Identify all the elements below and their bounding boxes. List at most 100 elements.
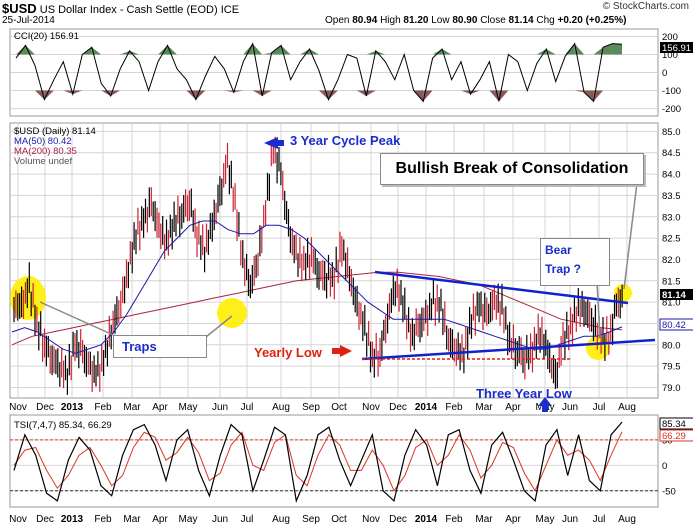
cci-overbought-fill [442,49,452,55]
price-x-tick-label: Apr [152,402,168,413]
price-tick-label: 79.0 [662,383,681,394]
tsi-last-label: 85.34 [662,419,686,430]
price-x-tick-label: Apr [505,402,521,413]
cci-oversold-fill [366,90,376,96]
price-x-tick-label: 2014 [415,402,438,413]
cci-oversold-fill [498,90,509,102]
cci-oversold-fill [461,90,471,95]
support-trendline [361,338,656,361]
ohlc-stats: Open 80.94 High 81.20 Low 80.90 Close 81… [325,15,626,26]
price-x-tick-label: Mar [123,402,141,413]
tsi-x-tick-label: Jul [593,514,606,525]
cci-oversold-fill [328,90,338,100]
price-tick-label: 84.0 [662,170,681,181]
instrument-name: US Dollar Index - Cash Settle (EOD) [39,4,218,16]
cycle-peak-arrow-icon [278,140,284,146]
price-x-tick-label: Sep [302,402,320,413]
tsi-x-tick-label: May [179,514,198,525]
brand-watermark: © StockCharts.com [602,1,689,12]
cci-overbought-fill [432,49,443,55]
bullish-break-connector [623,182,638,290]
price-x-tick-label: Feb [94,402,112,413]
price-x-tick-label: Feb [445,402,463,413]
cci-oversold-fill [574,90,585,93]
price-x-tick-label: Nov [362,402,380,413]
price-last-label: 81.14 [662,290,686,301]
ma50-line [11,220,623,354]
cci-oversold-fill [233,90,244,93]
cci-overbought-fill [593,47,604,55]
cci-oversold-fill [252,90,263,96]
price-x-tick-label: Dec [36,402,54,413]
cci-overbought-fill [91,47,102,55]
three-year-low-arrow-icon [542,405,548,412]
yearly-low-label: Yearly Low [254,345,322,360]
chg-value: +0.20 (+0.25%) [557,15,627,26]
tsi-x-tick-label: Mar [123,514,141,525]
price-tick-label: 82.0 [662,255,681,266]
price-x-tick-label: Jul [593,402,606,413]
cci-oversold-fill [186,90,196,100]
cci-oversold-fill [101,90,111,96]
close-value: 81.14 [508,15,534,26]
exchange: ICE [220,4,240,16]
cci-overbought-fill [243,43,253,55]
price-x-tick-label: Dec [389,402,407,413]
cci-oversold-fill [72,90,83,95]
price-x-tick-label: Oct [331,402,347,413]
cci-overbought-fill [16,45,26,55]
open-label: Open [325,15,350,26]
cci-overbought-fill [366,50,376,55]
bear-trap-label: Bear Trap ? [540,238,610,286]
cci-legend: CCI(20) 156.91 [14,31,79,42]
price-x-tick-label: Aug [272,402,290,413]
symbol: $USD [2,1,37,16]
price-last-box [660,289,693,300]
price-x-tick-label: May [179,402,198,413]
tsi-x-tick-label: Jul [241,514,254,525]
cci-tick-label: 100 [662,50,678,61]
ma50-last-box [659,318,693,331]
close-label: Close [480,15,506,26]
tsi-x-tick-label: Aug [272,514,290,525]
bear-trap-connector [596,281,601,339]
cci-oversold-fill [63,90,73,95]
cci-tick-label: 0 [662,68,667,79]
cci-overbought-fill [574,43,585,55]
cci-overbought-fill [120,50,130,55]
cci-tick-label: -100 [662,86,681,97]
tsi-signal-last-label: 66.29 [662,431,686,442]
tsi-x-tick-label: Feb [445,514,463,525]
tsi-x-tick-label: Apr [505,514,521,525]
cci-overbought-fill [158,45,168,55]
cci-overbought-fill [309,49,319,55]
cci-oversold-fill [224,90,234,93]
yearly-low-arrow-icon [332,348,340,354]
tsi-x-tick-label: Nov [362,514,380,525]
tsi-x-tick-label: Jun [562,514,578,525]
cci-tick-label: 200 [662,32,678,43]
price-tick-label: 79.5 [662,362,681,373]
price-legend-entry: MA(200) 80.35 [14,146,77,157]
price-tick-label: 81.5 [662,276,681,287]
three-year-low-label: Three Year Low [476,386,572,401]
tsi-signal-last-box [659,429,693,442]
bullish-break-label: Bullish Break of Consolidation [380,153,644,185]
tsi-x-tick-label: Oct [331,514,347,525]
tsi-x-tick-label: Mar [475,514,493,525]
price-x-tick-label: Jun [562,402,578,413]
tsi-x-tick-label: Dec [389,514,407,525]
trap-highlight-circle [217,298,247,328]
tsi-x-tick-label: Aug [618,514,636,525]
tsi-x-tick-label: Jun [212,514,228,525]
cci-line [15,42,623,103]
cci-oversold-fill [593,90,604,102]
tsi-tick-label: -50 [662,486,676,497]
price-x-tick-label: Mar [475,402,493,413]
price-legend-entry: Volume undef [14,156,72,167]
cci-oversold-fill [44,90,54,100]
price-legend-entry: $USD (Daily) 81.14 [14,126,96,137]
cci-last-box [660,42,693,53]
cci-oversold-fill [110,90,121,96]
tsi-line [13,421,623,504]
